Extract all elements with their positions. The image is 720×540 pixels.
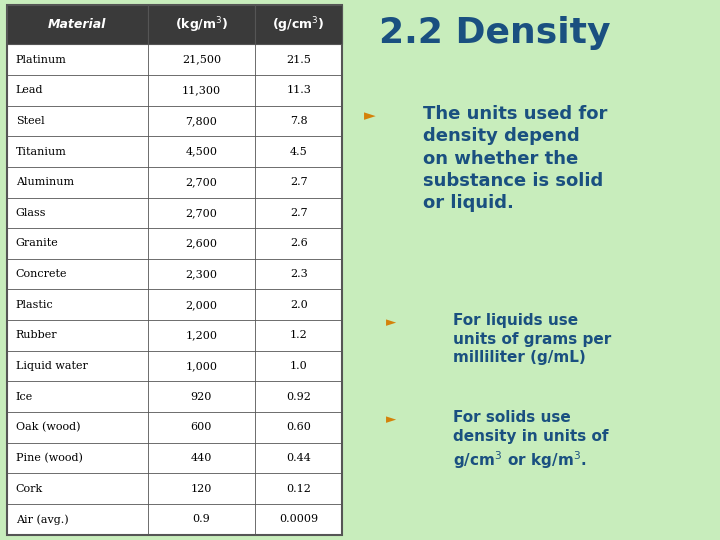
Text: 7,800: 7,800 — [186, 116, 217, 126]
Text: 0.92: 0.92 — [286, 392, 311, 402]
Text: The units used for
density depend
on whether the
substance is solid
or liquid.: The units used for density depend on whe… — [423, 105, 608, 212]
Text: Steel: Steel — [16, 116, 45, 126]
Text: 440: 440 — [191, 453, 212, 463]
Text: Granite: Granite — [16, 239, 58, 248]
Text: Material: Material — [48, 18, 107, 31]
Text: 2,700: 2,700 — [186, 208, 217, 218]
Text: Ice: Ice — [16, 392, 33, 402]
Text: 0.0009: 0.0009 — [279, 514, 318, 524]
Text: 21,500: 21,500 — [182, 55, 221, 65]
Text: Pine (wood): Pine (wood) — [16, 453, 83, 463]
Text: Cork: Cork — [16, 484, 43, 494]
Text: 2.2 Density: 2.2 Density — [379, 16, 611, 50]
Text: 2,700: 2,700 — [186, 177, 217, 187]
Text: 920: 920 — [191, 392, 212, 402]
Text: ►: ► — [386, 413, 397, 426]
Text: (kg/m$^3$): (kg/m$^3$) — [175, 15, 228, 35]
Text: 11,300: 11,300 — [182, 85, 221, 95]
Text: ►: ► — [386, 316, 397, 329]
Text: 0.12: 0.12 — [286, 484, 311, 494]
Text: 2,300: 2,300 — [186, 269, 217, 279]
Text: Glass: Glass — [16, 208, 46, 218]
Text: 2.6: 2.6 — [289, 239, 307, 248]
FancyBboxPatch shape — [148, 5, 255, 44]
Text: Concrete: Concrete — [16, 269, 67, 279]
Text: Lead: Lead — [16, 85, 43, 95]
Text: 120: 120 — [191, 484, 212, 494]
Text: 2,000: 2,000 — [186, 300, 217, 310]
Text: Plastic: Plastic — [16, 300, 53, 310]
Text: Aluminum: Aluminum — [16, 177, 74, 187]
Text: 11.3: 11.3 — [286, 85, 311, 95]
Text: For liquids use
units of grams per
milliliter (g/mL): For liquids use units of grams per milli… — [453, 313, 611, 366]
Text: For solids use
density in units of
g/cm$^3$ or kg/m$^3$.: For solids use density in units of g/cm$… — [453, 410, 608, 471]
Text: 2.7: 2.7 — [290, 177, 307, 187]
Text: 0.60: 0.60 — [286, 422, 311, 433]
Text: 1,200: 1,200 — [186, 330, 217, 340]
Text: ►: ► — [364, 108, 376, 123]
Text: Platinum: Platinum — [16, 55, 66, 65]
Text: Oak (wood): Oak (wood) — [16, 422, 80, 433]
Text: (g/cm$^3$): (g/cm$^3$) — [272, 15, 325, 35]
FancyBboxPatch shape — [255, 5, 342, 44]
Text: Liquid water: Liquid water — [16, 361, 88, 371]
Text: 2.7: 2.7 — [290, 208, 307, 218]
Text: 0.44: 0.44 — [286, 453, 311, 463]
Text: Air (avg.): Air (avg.) — [16, 514, 68, 524]
Text: 4,500: 4,500 — [186, 146, 217, 157]
Text: 1.0: 1.0 — [289, 361, 307, 371]
Text: 4.5: 4.5 — [289, 146, 307, 157]
Text: 1,000: 1,000 — [186, 361, 217, 371]
Text: 2,600: 2,600 — [186, 239, 217, 248]
Text: 2.0: 2.0 — [289, 300, 307, 310]
Text: Titanium: Titanium — [16, 146, 66, 157]
Text: 21.5: 21.5 — [286, 55, 311, 65]
Text: 7.8: 7.8 — [290, 116, 307, 126]
Text: Rubber: Rubber — [16, 330, 58, 340]
Text: 1.2: 1.2 — [289, 330, 307, 340]
Text: 2.3: 2.3 — [289, 269, 307, 279]
FancyBboxPatch shape — [7, 5, 148, 44]
FancyBboxPatch shape — [7, 5, 342, 535]
Text: 0.9: 0.9 — [192, 514, 210, 524]
Text: 600: 600 — [191, 422, 212, 433]
